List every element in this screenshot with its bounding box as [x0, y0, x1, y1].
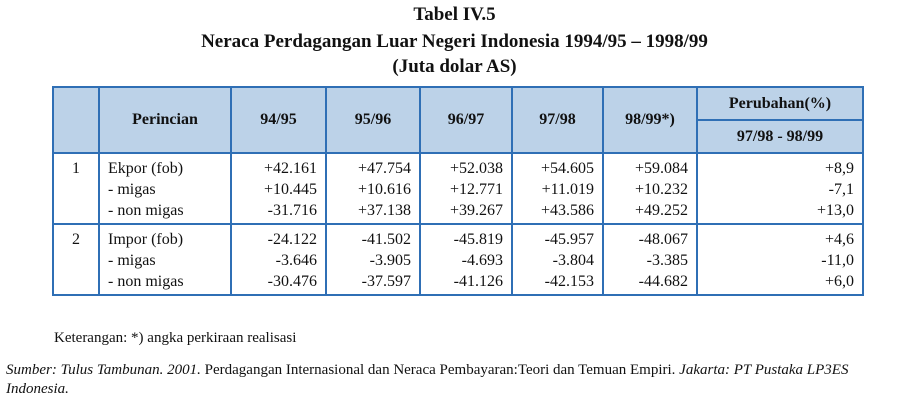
- table-cell: +42.161: [263, 160, 317, 177]
- table-cell: -41.502: [361, 231, 411, 248]
- table-cell: -45.957: [544, 231, 594, 248]
- table-cell: +10.232: [634, 181, 688, 198]
- header-year: 97/98: [511, 86, 604, 154]
- table-cell: +59.084: [634, 160, 688, 177]
- table-cell: -42.153: [544, 273, 594, 290]
- table-cell: +10.616: [357, 181, 411, 198]
- row-label: - non migas: [108, 202, 184, 219]
- row-label: Ekpor (fob): [108, 160, 184, 177]
- year-column: +59.084 +10.232 +49.252: [602, 152, 698, 225]
- row-labels: Impor (fob) - migas - non migas: [98, 223, 232, 296]
- table-cell: +11.019: [541, 181, 594, 198]
- row-label: Impor (fob): [108, 231, 184, 248]
- row-label: - migas: [108, 181, 156, 198]
- year-column: +47.754 +10.616 +37.138: [325, 152, 421, 225]
- table-cell: -4.693: [461, 252, 503, 269]
- table-cell: -45.819: [453, 231, 503, 248]
- table-title: Tabel IV.5: [413, 4, 496, 25]
- table-cell: +47.754: [357, 160, 411, 177]
- table-cell: +37.138: [357, 202, 411, 219]
- header-number: [52, 86, 100, 154]
- source-publisher: Jakarta: PT Pustaka LP3ES Indonesia.: [6, 362, 849, 397]
- table-cell: -48.067: [638, 231, 688, 248]
- table-cell: -37.597: [361, 273, 411, 290]
- trade-balance-table: Perincian 94/95 95/96 96/97 97/98 98/99*…: [52, 86, 864, 296]
- row-label: - migas: [108, 252, 156, 269]
- table-cell: -44.682: [638, 273, 688, 290]
- table-cell: -3.804: [552, 252, 594, 269]
- year-column: +54.605 +11.019 +43.586: [511, 152, 604, 225]
- table-cell: +39.267: [449, 202, 503, 219]
- table-cell: +52.038: [449, 160, 503, 177]
- header-year: 98/99*): [602, 86, 698, 154]
- table-cell: -30.476: [267, 273, 317, 290]
- table-cell: -3.385: [646, 252, 688, 269]
- table-section: 1 Ekpor (fob) - migas - non migas +42.16…: [52, 152, 864, 225]
- table-cell: -41.126: [453, 273, 503, 290]
- source-title: Perdagangan Internasional dan Neraca Pem…: [200, 362, 676, 378]
- table-note: Keterangan: *) angka perkiraan realisasi: [54, 330, 297, 346]
- table-cell: +6,0: [824, 273, 854, 290]
- source-author: Sumber: Tulus Tambunan. 2001.: [6, 362, 201, 378]
- table-subtitle: Neraca Perdagangan Luar Negeri Indonesia…: [201, 31, 708, 52]
- row-labels: Ekpor (fob) - migas - non migas: [98, 152, 232, 225]
- table-cell: -7,1: [828, 181, 854, 198]
- year-column: -41.502 -3.905 -37.597: [325, 223, 421, 296]
- source-citation: Sumber: Tulus Tambunan. 2001. Perdaganga…: [6, 361, 901, 399]
- table-cell: -11,0: [821, 252, 854, 269]
- year-column: -48.067 -3.385 -44.682: [602, 223, 698, 296]
- table-cell: +4,6: [824, 231, 854, 248]
- table-cell: +12.771: [449, 181, 503, 198]
- table-cell: -3.905: [369, 252, 411, 269]
- year-column: +52.038 +12.771 +39.267: [419, 152, 513, 225]
- row-label: - non migas: [108, 273, 184, 290]
- table-cell: -3.646: [275, 252, 317, 269]
- table-cell: +10.445: [263, 181, 317, 198]
- header-year: 94/95: [230, 86, 327, 154]
- year-column: -24.122 -3.646 -30.476: [230, 223, 327, 296]
- table-cell: +54.605: [540, 160, 594, 177]
- year-column: -45.819 -4.693 -41.126: [419, 223, 513, 296]
- change-column: +4,6 -11,0 +6,0: [696, 223, 864, 296]
- section-number: 1: [52, 152, 100, 225]
- table-cell: +13,0: [816, 202, 854, 219]
- header-rincian: Perincian: [98, 86, 232, 154]
- year-column: +42.161 +10.445 -31.716: [230, 152, 327, 225]
- header-year: 95/96: [325, 86, 421, 154]
- header-year: 96/97: [419, 86, 513, 154]
- year-column: -45.957 -3.804 -42.153: [511, 223, 604, 296]
- change-column: +8,9 -7,1 +13,0: [696, 152, 864, 225]
- table-cell: -24.122: [267, 231, 317, 248]
- table-cell: -31.716: [267, 202, 317, 219]
- table-cell: +49.252: [634, 202, 688, 219]
- header-perubahan: Perubahan(%): [696, 86, 864, 121]
- table-cell: +8,9: [824, 160, 854, 177]
- table-unit: (Juta dolar AS): [392, 56, 517, 77]
- header-perubahan-range: 97/98 - 98/99: [696, 119, 864, 154]
- table-cell: +43.586: [540, 202, 594, 219]
- section-number: 2: [52, 223, 100, 296]
- table-section: 2 Impor (fob) - migas - non migas -24.12…: [52, 223, 864, 296]
